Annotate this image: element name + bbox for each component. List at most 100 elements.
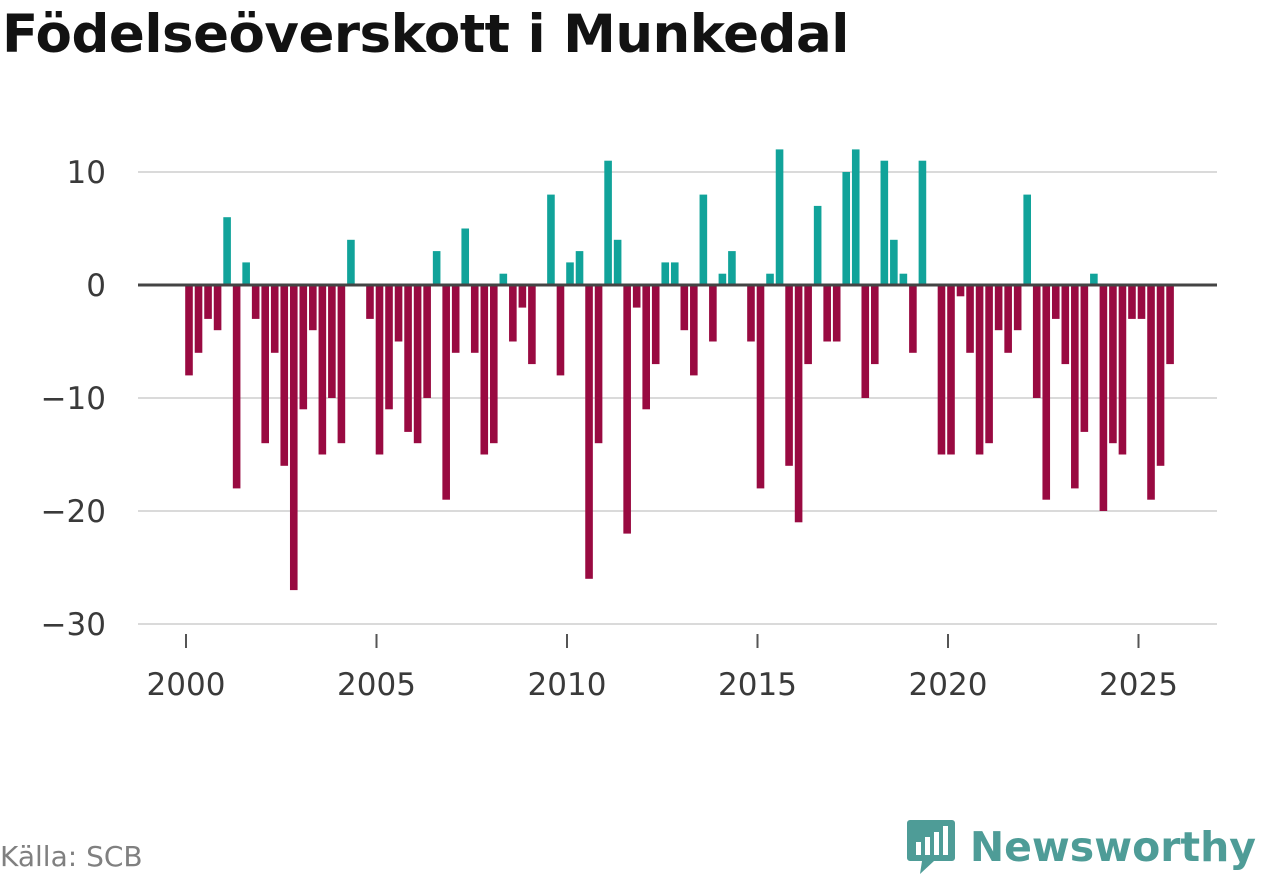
bar — [309, 285, 317, 331]
bar — [1032, 285, 1041, 398]
bar — [899, 273, 908, 285]
bar — [232, 285, 241, 489]
bar — [1023, 194, 1031, 285]
bar — [1118, 285, 1127, 455]
bar — [985, 285, 993, 444]
bar — [394, 285, 403, 342]
bar — [556, 285, 565, 376]
bar — [709, 285, 717, 342]
bar — [413, 285, 422, 444]
newsworthy-logo-icon — [906, 820, 955, 874]
bar — [975, 285, 984, 455]
bar — [937, 285, 946, 455]
bar — [442, 285, 450, 500]
bar — [1128, 285, 1136, 319]
brand-name: Newsworthy — [969, 823, 1256, 871]
bar — [366, 285, 374, 319]
bar — [509, 285, 517, 342]
bar — [451, 285, 460, 353]
bar — [337, 285, 346, 444]
bar — [328, 285, 336, 398]
bar — [604, 160, 612, 285]
x-tick-label: 2010 — [528, 667, 607, 703]
bar — [194, 285, 203, 353]
bar — [1013, 285, 1022, 331]
bar — [861, 285, 870, 398]
bar — [651, 285, 660, 365]
bar — [1156, 285, 1165, 466]
gridlines — [138, 171, 1217, 625]
bar — [728, 251, 736, 285]
bar — [375, 285, 384, 455]
brand[interactable]: Newsworthy — [906, 818, 1256, 876]
bar — [690, 285, 698, 376]
bar — [1042, 285, 1051, 500]
bar — [890, 239, 898, 285]
bar — [499, 273, 508, 285]
x-tick-label: 2005 — [337, 667, 416, 703]
bar — [832, 285, 841, 342]
x-tick-label: 2000 — [147, 667, 226, 703]
bar — [1147, 285, 1155, 500]
bar — [785, 285, 793, 466]
y-tick-label: −30 — [41, 607, 106, 643]
bar — [1051, 285, 1060, 319]
bar — [1061, 285, 1070, 365]
bar — [1166, 285, 1174, 365]
bar — [1080, 285, 1089, 432]
bar — [1109, 285, 1117, 444]
x-axis: 2000 2005 2010 2015 2020 2025 — [147, 634, 1178, 703]
bar — [813, 205, 822, 285]
bar — [880, 160, 889, 285]
bar — [270, 285, 279, 353]
x-tick-label: 2015 — [718, 667, 797, 703]
y-tick-label: −10 — [41, 381, 106, 417]
bar — [480, 285, 489, 455]
bar — [623, 285, 631, 534]
bar — [680, 285, 689, 331]
bar — [261, 285, 269, 444]
bar — [432, 251, 441, 285]
bar — [670, 262, 679, 285]
bar — [794, 285, 803, 523]
bar — [1071, 285, 1079, 489]
bar — [1090, 273, 1098, 285]
bar — [490, 285, 498, 444]
bar — [804, 285, 812, 365]
bar — [747, 285, 755, 342]
bar — [947, 285, 955, 455]
bar — [347, 239, 355, 285]
bar — [566, 262, 574, 285]
bar — [842, 172, 851, 285]
bar — [223, 217, 231, 285]
bar — [1137, 285, 1146, 319]
bar — [547, 194, 555, 285]
bar — [461, 228, 470, 285]
bar — [204, 285, 212, 319]
bar — [775, 149, 784, 285]
bar — [213, 285, 222, 331]
bar — [756, 285, 765, 489]
bar — [404, 285, 412, 432]
bar — [642, 285, 650, 410]
bar — [518, 285, 527, 308]
x-tick-label: 2020 — [909, 667, 988, 703]
bar — [242, 262, 250, 285]
bar — [871, 285, 879, 365]
chart-title: Födelseöverskott i Munkedal — [2, 4, 849, 65]
bar — [823, 285, 831, 342]
bar — [718, 273, 727, 285]
bar — [185, 285, 193, 376]
bar — [613, 239, 622, 285]
bar — [251, 285, 260, 319]
source-label: Källa: SCB — [0, 840, 143, 873]
bar — [909, 285, 917, 353]
bar — [423, 285, 431, 398]
y-tick-label: 10 — [67, 155, 106, 191]
bar — [994, 285, 1003, 331]
y-tick-label: −20 — [41, 494, 106, 530]
bar — [956, 285, 965, 297]
bar — [1099, 285, 1108, 511]
bar — [299, 285, 308, 410]
